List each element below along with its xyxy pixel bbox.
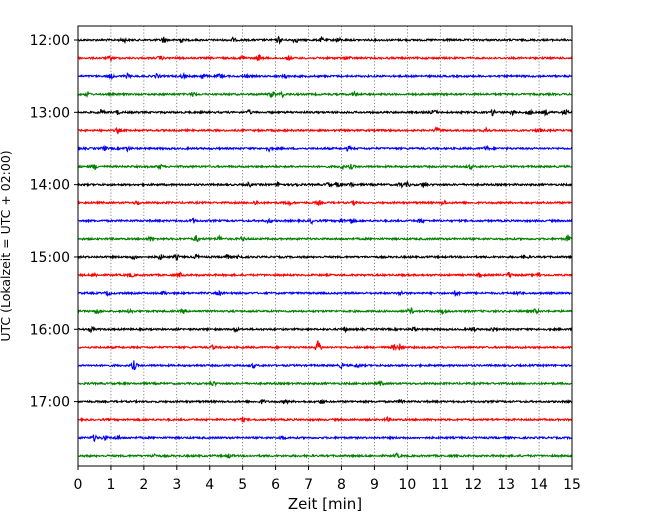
x-tick-label: 14 bbox=[530, 477, 548, 493]
y-tick-label: 16:00 bbox=[30, 322, 70, 338]
traces bbox=[77, 35, 573, 459]
x-tick-label: 7 bbox=[304, 477, 313, 493]
x-tick-label: 13 bbox=[497, 477, 515, 493]
x-tick-label: 11 bbox=[431, 477, 449, 493]
x-tick-label: 3 bbox=[172, 477, 181, 493]
x-tick-label: 4 bbox=[205, 477, 214, 493]
trace-line bbox=[77, 307, 573, 316]
y-tick-label: 17:00 bbox=[30, 395, 70, 411]
trace-line bbox=[77, 108, 573, 117]
trace-line bbox=[77, 398, 573, 405]
trace-line bbox=[77, 199, 573, 207]
x-tick-label: 5 bbox=[238, 477, 247, 493]
x-tick-label: 6 bbox=[271, 477, 280, 493]
x-axis: 0 1 2 3 4 5 6 7 8 9 10 11 12 13 14 15 bbox=[74, 466, 581, 493]
x-tick-label: 9 bbox=[370, 477, 379, 493]
trace-line bbox=[77, 71, 573, 81]
y-axis-label: UTC (Lokalzeit = UTC + 02:00) bbox=[0, 150, 13, 341]
trace-line bbox=[77, 380, 573, 388]
trace-line bbox=[77, 53, 573, 63]
x-tick-label: 8 bbox=[337, 477, 346, 493]
plot-frame bbox=[77, 25, 573, 467]
y-tick-label: 14:00 bbox=[30, 178, 70, 194]
y-tick-label: 15:00 bbox=[30, 250, 70, 266]
y-axis: 12:00 13:00 14:00 15:00 16:00 17:00 bbox=[30, 33, 78, 411]
x-axis-label: Zeit [min] bbox=[288, 495, 362, 513]
x-tick-label: 10 bbox=[398, 477, 416, 493]
y-tick-label: 13:00 bbox=[30, 105, 70, 121]
trace-line bbox=[77, 452, 573, 459]
trace-line bbox=[77, 434, 573, 443]
trace-line bbox=[77, 360, 573, 371]
x-tick-label: 15 bbox=[563, 477, 581, 493]
x-tick-label: 1 bbox=[106, 477, 115, 493]
x-tick-label: 0 bbox=[74, 477, 83, 493]
trace-line bbox=[77, 163, 573, 171]
trace-line bbox=[77, 180, 573, 189]
trace-line bbox=[77, 271, 573, 279]
trace-line bbox=[77, 340, 573, 351]
trace-line bbox=[77, 325, 573, 334]
x-tick-label: 12 bbox=[464, 477, 482, 493]
trace-line bbox=[77, 144, 573, 153]
trace-line bbox=[77, 289, 573, 298]
trace-line bbox=[77, 233, 573, 243]
y-tick-label: 12:00 bbox=[30, 33, 70, 49]
trace-line bbox=[77, 35, 573, 45]
trace-line bbox=[77, 253, 573, 262]
trace-line bbox=[77, 217, 573, 226]
x-tick-label: 2 bbox=[139, 477, 148, 493]
trace-line bbox=[77, 416, 573, 423]
trace-line bbox=[77, 89, 573, 99]
trace-line bbox=[77, 126, 573, 135]
